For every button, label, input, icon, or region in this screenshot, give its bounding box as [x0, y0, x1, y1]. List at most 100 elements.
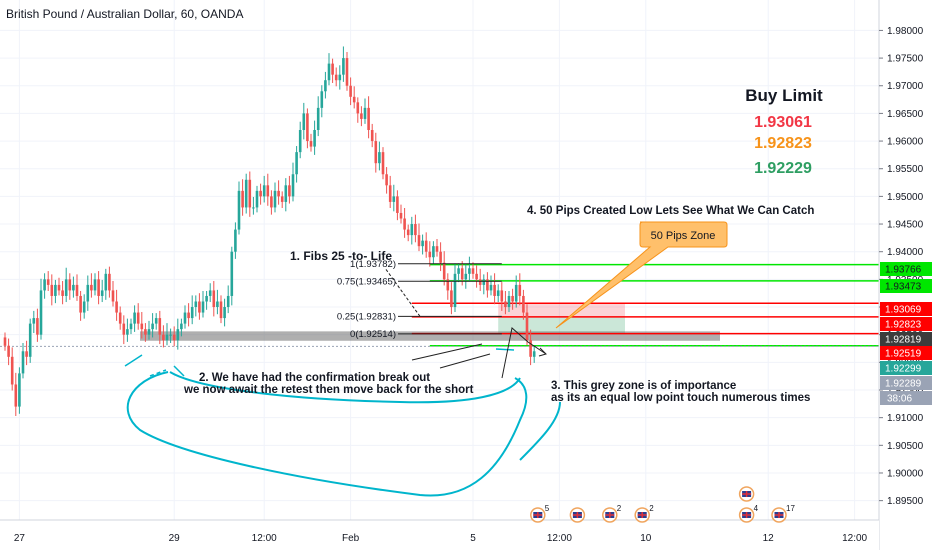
candle-body: [169, 334, 172, 336]
buy-limit-title: Buy Limit: [745, 86, 823, 105]
candle-body: [187, 312, 190, 319]
candle-body: [277, 190, 280, 197]
buy-limit-1: 1.93061: [754, 114, 812, 131]
candle-body: [259, 190, 262, 197]
price-tick-label: 1.89500: [887, 496, 924, 507]
price-label-text: 1.92289: [885, 379, 922, 390]
candle-body: [10, 356, 14, 385]
candle-body: [54, 284, 57, 296]
candle-body: [212, 290, 216, 308]
candle-body: [46, 279, 50, 285]
candle-body: [338, 74, 342, 81]
price-label: 1.93069: [880, 302, 932, 316]
candle-body: [324, 80, 327, 92]
event-count: 4: [754, 504, 759, 513]
candle-body: [417, 235, 421, 247]
price-label: 1.92819: [880, 332, 932, 346]
candle-body: [424, 240, 428, 252]
event-count: 2: [649, 504, 654, 513]
candle-body: [532, 351, 536, 357]
price-label-bg: [880, 279, 932, 293]
projected-path: [501, 327, 547, 379]
blue-curve-inner: [169, 371, 521, 404]
candle-body: [381, 152, 385, 175]
price-axis: 1.98000 1.97500 1.97000 1.96500 1.96000 1.955…: [878, 0, 932, 550]
candle-body: [356, 102, 360, 114]
candle-body: [158, 318, 162, 335]
price-tick-label: 1.95500: [887, 164, 924, 175]
price-tick-label: 1.98000: [887, 26, 924, 37]
candle-body: [172, 334, 176, 341]
candle-body: [201, 301, 205, 313]
candle-body: [129, 323, 133, 330]
candle-body: [162, 334, 165, 341]
candle-body: [460, 268, 464, 280]
price-label-text: 1.92823: [885, 320, 922, 331]
blue-curve-tail: [519, 401, 561, 461]
candle-body: [126, 329, 129, 335]
candle-body: [320, 91, 324, 108]
candle-body: [194, 301, 198, 308]
blue-arrow: [495, 348, 515, 351]
candle-body: [248, 179, 252, 208]
candle-body: [298, 130, 302, 153]
candle-body: [244, 179, 248, 208]
candle-body: [378, 152, 381, 164]
candle-body: [291, 174, 295, 197]
candle-body: [500, 290, 504, 302]
candle-body: [270, 196, 273, 208]
note-2-line-1: 2. We have had the confirmation break ou…: [199, 372, 430, 384]
candle-body: [25, 351, 28, 357]
candle-body: [446, 279, 450, 291]
short-zone-target: [498, 316, 625, 334]
annotations: 50 Pips Zone 1. Fibs 25 -to- Life 2. We ha…: [183, 86, 823, 404]
candle-body: [396, 196, 399, 213]
candle-body: [144, 329, 147, 335]
price-label-bg: [880, 346, 932, 360]
countdown-bg: [880, 391, 932, 405]
candle-body: [388, 185, 392, 202]
candle-body: [489, 284, 493, 291]
time-tick-label: 5: [470, 533, 476, 544]
time-tick-label: 12:00: [252, 533, 277, 544]
candle-body: [108, 273, 111, 291]
candle-body: [345, 58, 349, 86]
price-label-text: 1.92299: [885, 364, 922, 375]
note-2-line-2: we now await the retest then move back f…: [183, 384, 474, 396]
candle-body: [252, 207, 255, 209]
candle-body: [486, 279, 489, 291]
candle-body: [352, 96, 356, 103]
candle-body: [414, 224, 417, 236]
candle-body: [68, 279, 72, 291]
note-4: 4. 50 Pips Created Low Lets See What We …: [527, 205, 814, 217]
candle-body: [331, 63, 334, 75]
candles: [3, 46, 536, 416]
candle-body: [525, 312, 529, 341]
price-label-bg: [880, 302, 932, 316]
candle-body: [64, 279, 68, 296]
candle-body: [457, 268, 460, 274]
candle-body: [295, 152, 298, 175]
candle-body: [439, 251, 442, 263]
candle-body: [280, 196, 284, 202]
price-label-text: 1.93069: [885, 305, 922, 316]
candle-body: [392, 196, 396, 202]
candle-body: [208, 290, 212, 296]
candle-body: [82, 301, 86, 313]
candle-body: [97, 279, 100, 296]
candle-body: [406, 229, 410, 236]
candle-body: [205, 295, 208, 302]
candle-body: [464, 273, 468, 280]
candle-body: [363, 107, 367, 119]
fib-title: 1. Fibs 25 -to- Life: [290, 249, 392, 263]
candle-body: [28, 323, 32, 357]
black-arrow: [411, 343, 483, 361]
candle-body: [367, 107, 370, 130]
candle-body: [507, 295, 511, 308]
event-flag-icon: 5: [530, 504, 550, 523]
candle-body: [50, 284, 54, 296]
time-tick-label: 10: [640, 533, 652, 544]
candle-body: [104, 273, 108, 291]
